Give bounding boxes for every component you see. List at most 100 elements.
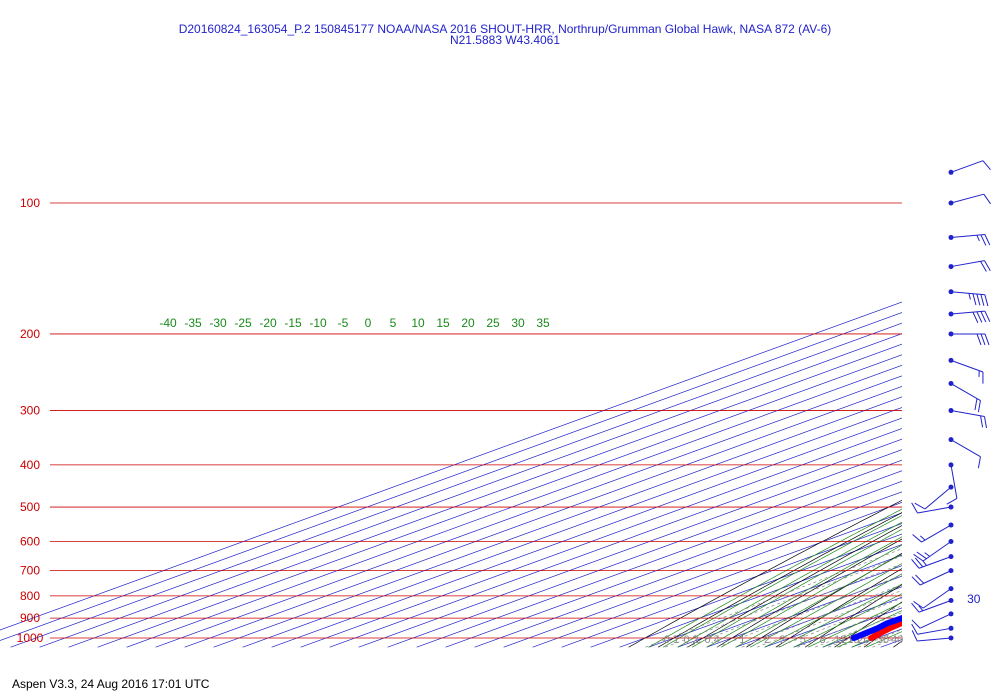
- wind-barb: [948, 357, 984, 384]
- mixing-ratio-line: [828, 617, 902, 648]
- mixing-ratio-label: 0.2: [683, 634, 698, 646]
- isotherm-line: [416, 470, 902, 648]
- wind-barb: [948, 193, 991, 206]
- dry-adiabat-line: [658, 512, 902, 648]
- wind-barb-flag: [911, 623, 918, 635]
- grid-lines: [0, 32, 1000, 648]
- moist-adiabat-label: -40: [159, 316, 177, 330]
- pressure-tick-label: 200: [20, 327, 40, 341]
- wind-barb-flag: [916, 551, 927, 560]
- wind-barb: [911, 630, 954, 642]
- wind-barb-staff: [950, 464, 958, 499]
- wind-barb-staff: [950, 160, 984, 173]
- wind-barb-staff: [950, 383, 981, 401]
- wind-barb-flag: [912, 534, 922, 543]
- wind-barb-flag: [911, 558, 920, 569]
- moist-adiabat-label: -20: [259, 316, 277, 330]
- moist-adiabat-line: [764, 573, 902, 648]
- wind-barb-staff: [921, 524, 952, 543]
- wind-barb-flag: [977, 400, 981, 413]
- isotherm-line: [68, 343, 902, 648]
- wind-barb: [914, 484, 954, 510]
- wind-barb-half-flag: [968, 293, 971, 300]
- moist-adiabat-label: 10: [411, 316, 425, 330]
- wind-barb-flag: [911, 619, 921, 629]
- wind-barb-flag: [980, 234, 987, 246]
- dry-adiabat-line: [834, 601, 902, 648]
- wind-barb-flag: [983, 416, 988, 429]
- wind-barb-staff: [922, 541, 952, 562]
- wind-barb-staff: [950, 260, 985, 268]
- moist-adiabat-label: -5: [338, 316, 349, 330]
- wind-barb-flag: [913, 600, 924, 609]
- wind-barb-staff: [919, 613, 952, 629]
- moist-adiabat-label: 0: [365, 316, 372, 330]
- dry-adiabat-line: [923, 32, 1000, 648]
- wind-barb-flag: [974, 398, 978, 411]
- isotherm-line: [590, 533, 902, 648]
- wind-barb-staff: [950, 233, 985, 238]
- wind-barb-flag: [911, 576, 921, 586]
- isotherm-line: [880, 639, 902, 648]
- wind-barb-staff: [950, 439, 981, 458]
- mixing-ratio-label: 1: [739, 634, 745, 646]
- moist-adiabat-label: -30: [209, 316, 227, 330]
- moist-adiabat-line: [750, 563, 902, 648]
- wind-barb-flag: [976, 293, 981, 306]
- mixing-ratio-line: [741, 584, 902, 648]
- dry-adiabat-line: [805, 584, 902, 648]
- wind-barbs: [911, 160, 991, 642]
- wind-barb-staff: [950, 310, 985, 315]
- moist-adiabat-label: -35: [184, 316, 202, 330]
- moist-adiabat-label: 35: [536, 316, 550, 330]
- wind-barb-flag: [982, 160, 991, 170]
- wind-barb-flag: [984, 333, 990, 346]
- wind-barb-flag: [980, 294, 985, 306]
- wind-barb-staff: [918, 556, 952, 569]
- wind-barb-flag: [915, 574, 925, 584]
- isotherm-label: 30: [967, 592, 981, 606]
- isotherm-line: [0, 301, 902, 631]
- wind-barb-staff: [924, 486, 952, 510]
- wind-barb-staff: [950, 291, 985, 296]
- isotherm-line: [735, 586, 902, 648]
- wind-barb-flag: [914, 502, 926, 510]
- wind-barb: [911, 568, 954, 586]
- mixing-ratio-line: [814, 612, 902, 648]
- pressure-tick-label: 1000: [17, 631, 44, 645]
- isotherm-line: [213, 396, 902, 648]
- wind-barb-half-flag: [976, 234, 980, 242]
- isotherm-line: [0, 312, 902, 641]
- wind-barb-staff: [917, 506, 952, 514]
- isotherm-line: [503, 501, 902, 648]
- wind-barb: [948, 289, 989, 307]
- moist-adiabat-line: [677, 521, 902, 648]
- moist-adiabat-line: [706, 536, 902, 648]
- mixing-ratio-label: 8: [819, 634, 825, 646]
- pressure-tick-label: 700: [20, 564, 40, 578]
- pressure-tick-label: 500: [20, 500, 40, 514]
- mixing-ratio-label: 0.1: [664, 634, 679, 646]
- moist-adiabat-line: [692, 528, 902, 648]
- wind-barb: [912, 522, 954, 543]
- isotherm-line: [271, 417, 902, 648]
- mixing-ratio-label: 30: [877, 634, 889, 646]
- isotherm-line: [793, 607, 902, 648]
- moist-adiabat-label: -25: [234, 316, 252, 330]
- isotherm-line: [561, 523, 902, 648]
- pressure-tick-label: 100: [20, 196, 40, 210]
- isotherm-line: [97, 354, 902, 648]
- wind-barb-staff: [950, 193, 984, 204]
- isotherm-line: [329, 438, 902, 648]
- wind-barb-flag: [972, 293, 977, 306]
- moist-adiabat-label: 30: [511, 316, 525, 330]
- dry-adiabat-line: [716, 538, 902, 648]
- wind-barb-staff: [950, 410, 985, 417]
- wind-barb-staff: [919, 570, 952, 586]
- moist-adiabat-label: 15: [436, 316, 450, 330]
- mixing-ratio-label: 12: [834, 634, 846, 646]
- pressure-tick-label: 800: [20, 589, 40, 603]
- moist-adiabat-line: [721, 544, 902, 648]
- isotherm-line: [648, 554, 902, 648]
- wind-barb: [948, 260, 991, 272]
